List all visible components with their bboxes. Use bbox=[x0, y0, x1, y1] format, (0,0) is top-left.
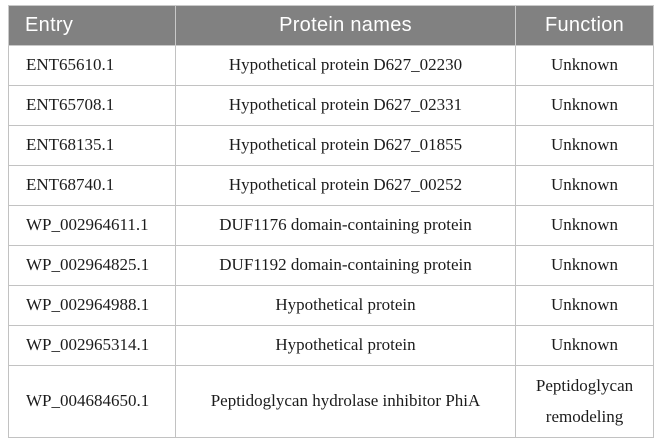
protein-name-cell: DUF1176 domain-containing protein bbox=[175, 205, 516, 246]
table-row: WP_004684650.1 Peptidoglycan hydrolase i… bbox=[8, 365, 654, 438]
entry-cell: WP_004684650.1 bbox=[8, 365, 176, 438]
function-cell: Unknown bbox=[515, 285, 654, 326]
entry-cell: WP_002965314.1 bbox=[8, 325, 176, 366]
table-row: ENT65708.1 Hypothetical protein D627_023… bbox=[8, 85, 654, 126]
function-cell: Peptidoglycan remodeling bbox=[515, 365, 654, 438]
table-row: ENT68740.1 Hypothetical protein D627_002… bbox=[8, 165, 654, 206]
table-row: ENT68135.1 Hypothetical protein D627_018… bbox=[8, 125, 654, 166]
entry-cell: WP_002964988.1 bbox=[8, 285, 176, 326]
protein-name-cell: Hypothetical protein D627_02331 bbox=[175, 85, 516, 126]
table-row: WP_002964611.1 DUF1176 domain-containing… bbox=[8, 205, 654, 246]
function-cell: Unknown bbox=[515, 205, 654, 246]
function-cell: Unknown bbox=[515, 125, 654, 166]
table-row: ENT65610.1 Hypothetical protein D627_022… bbox=[8, 45, 654, 86]
column-header-protein-names: Protein names bbox=[175, 5, 516, 46]
function-cell: Unknown bbox=[515, 325, 654, 366]
table-row: WP_002964988.1 Hypothetical protein Unkn… bbox=[8, 285, 654, 326]
function-cell: Unknown bbox=[515, 85, 654, 126]
entry-cell: ENT68135.1 bbox=[8, 125, 176, 166]
protein-name-cell: Peptidoglycan hydrolase inhibitor PhiA bbox=[175, 365, 516, 438]
protein-name-cell: Hypothetical protein bbox=[175, 285, 516, 326]
function-cell: Unknown bbox=[515, 45, 654, 86]
function-cell: Unknown bbox=[515, 165, 654, 206]
entry-cell: WP_002964611.1 bbox=[8, 205, 176, 246]
entry-cell: WP_002964825.1 bbox=[8, 245, 176, 286]
entry-cell: ENT65708.1 bbox=[8, 85, 176, 126]
table-row: WP_002965314.1 Hypothetical protein Unkn… bbox=[8, 325, 654, 366]
header-row: Entry Protein names Function bbox=[8, 5, 654, 46]
table-row: WP_002964825.1 DUF1192 domain-containing… bbox=[8, 245, 654, 286]
column-header-function: Function bbox=[515, 5, 654, 46]
entry-cell: ENT68740.1 bbox=[8, 165, 176, 206]
protein-name-cell: Hypothetical protein bbox=[175, 325, 516, 366]
entry-cell: ENT65610.1 bbox=[8, 45, 176, 86]
protein-function-table: Entry Protein names Function ENT65610.1 … bbox=[8, 5, 654, 438]
protein-name-cell: Hypothetical protein D627_02230 bbox=[175, 45, 516, 86]
protein-name-cell: Hypothetical protein D627_01855 bbox=[175, 125, 516, 166]
column-header-entry: Entry bbox=[8, 5, 176, 46]
function-cell: Unknown bbox=[515, 245, 654, 286]
protein-name-cell: Hypothetical protein D627_00252 bbox=[175, 165, 516, 206]
protein-name-cell: DUF1192 domain-containing protein bbox=[175, 245, 516, 286]
